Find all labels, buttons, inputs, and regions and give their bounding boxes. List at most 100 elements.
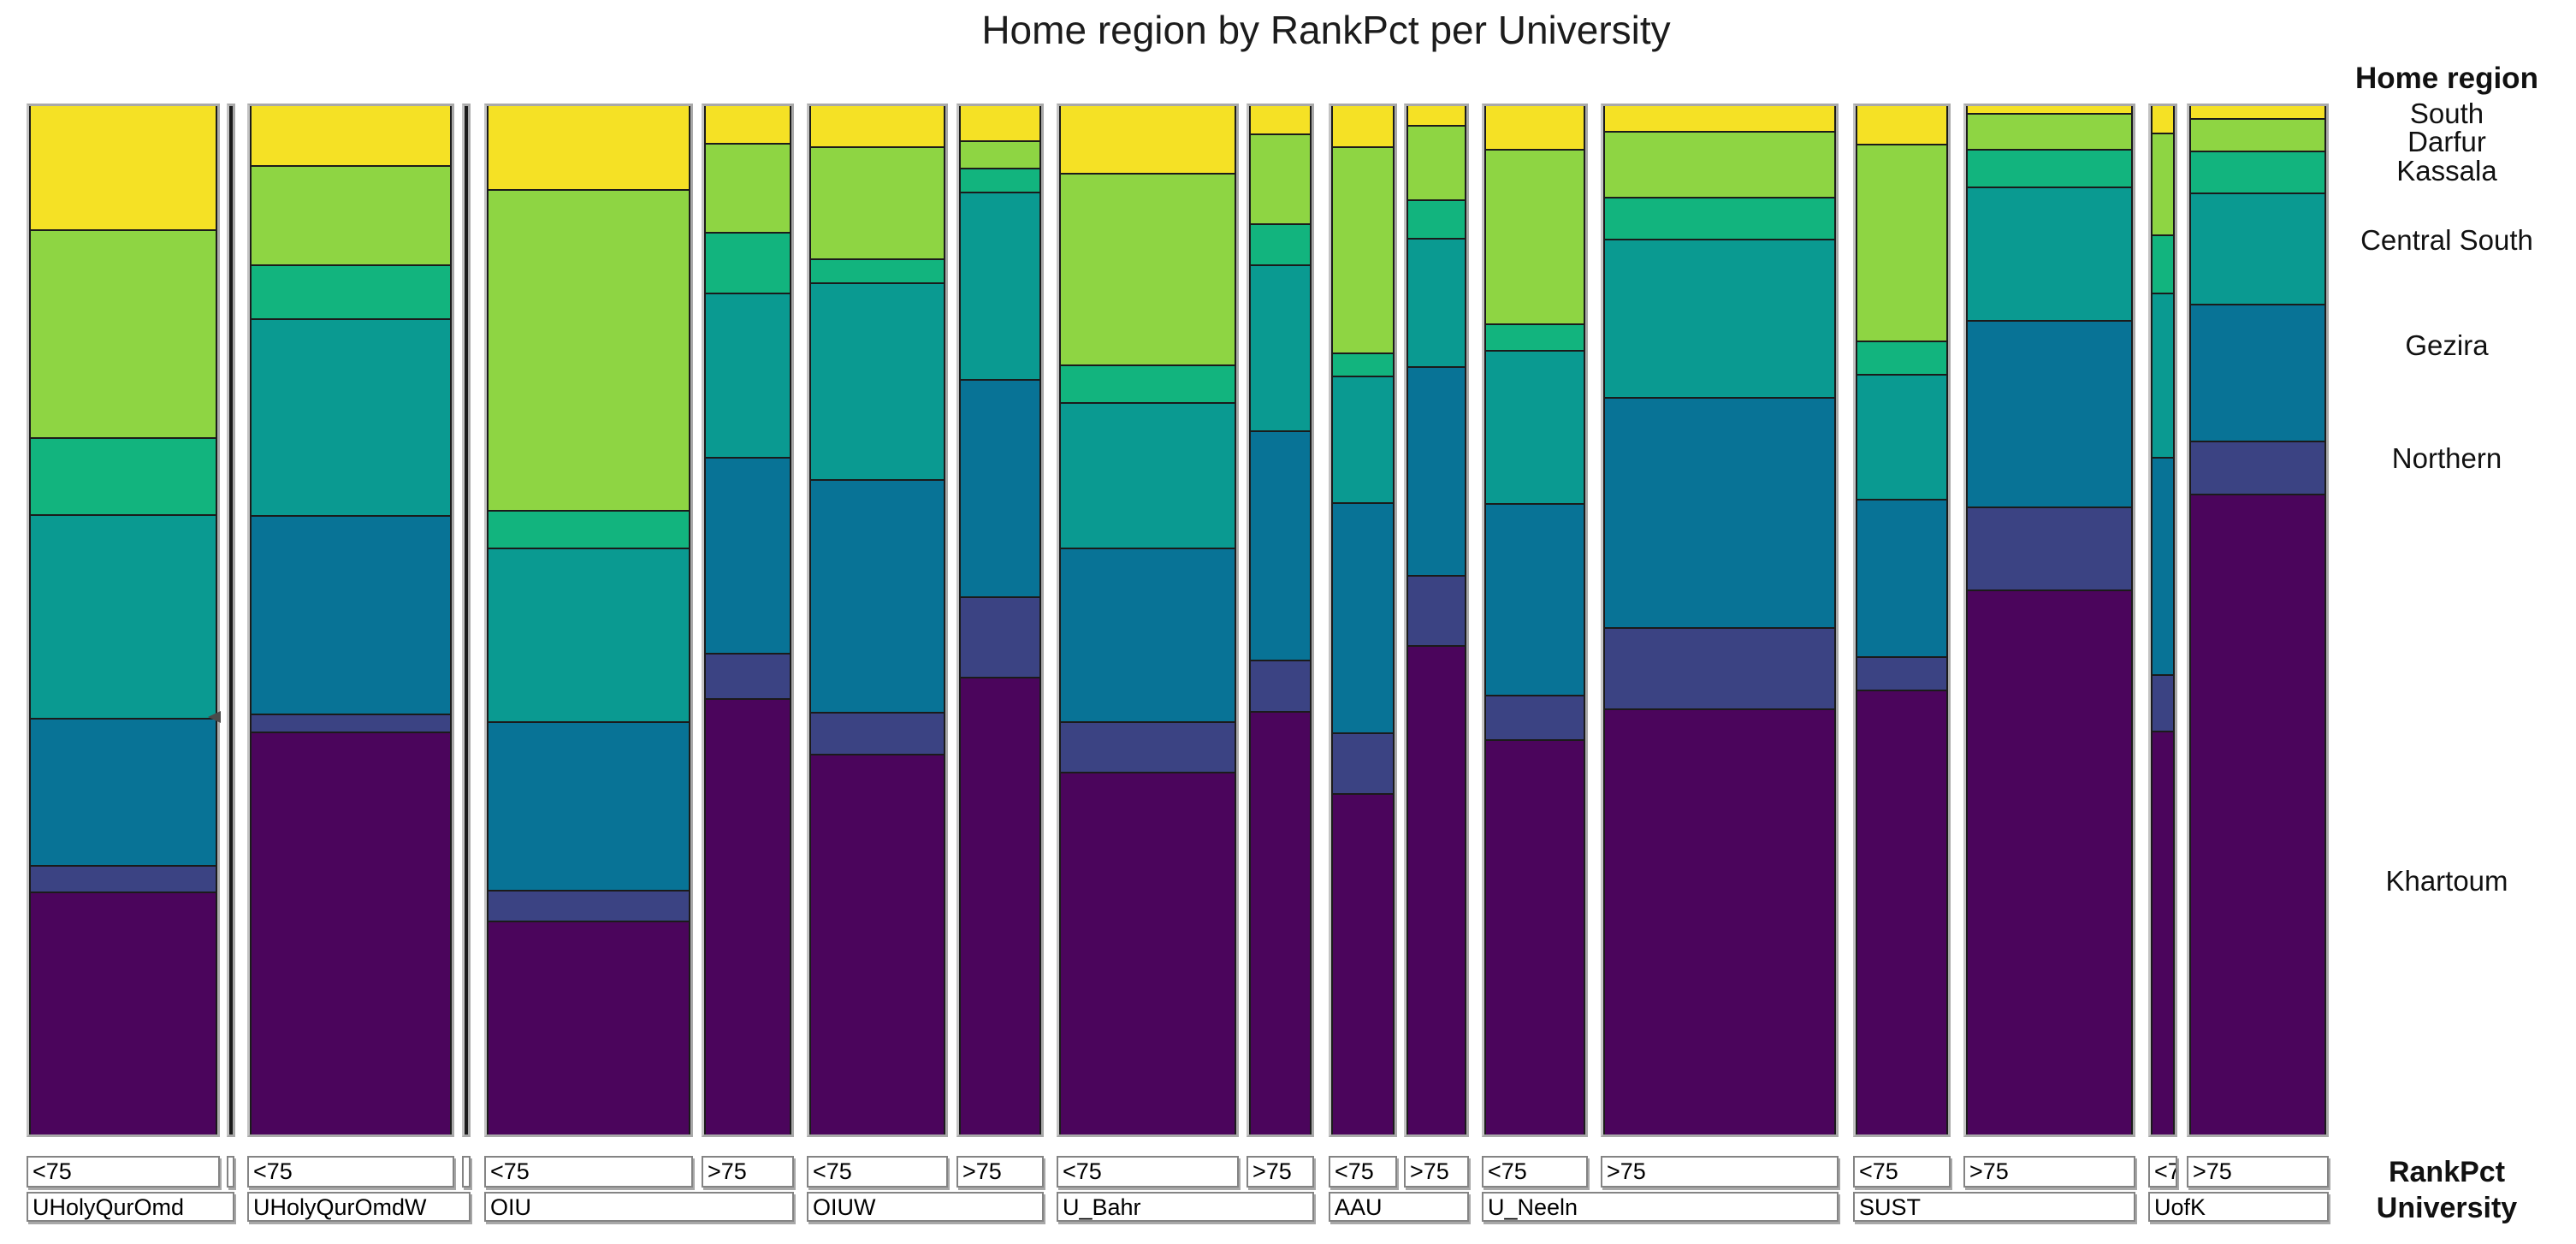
segment-darfur: [2191, 118, 2324, 151]
segment-central-south: [2153, 293, 2173, 457]
rankpct-box: <75: [1853, 1156, 1951, 1188]
segment-kassala: [1408, 199, 1465, 238]
university-axis-label: University: [2376, 1192, 2518, 1224]
rankpct-box: >75: [1601, 1156, 1839, 1188]
rankpct-box: <75: [1482, 1156, 1588, 1188]
segment-gezira: [706, 457, 790, 653]
segment-gezira: [1857, 499, 1946, 656]
segment-central-south: [1408, 238, 1465, 366]
legend-label-south: South: [2409, 98, 2484, 129]
segment-gezira: [1408, 366, 1465, 575]
column-AAU->75: [1404, 104, 1469, 1137]
segment-south: [1251, 106, 1310, 133]
segment-central-south: [1968, 187, 2131, 320]
segment-khartoum: [1061, 772, 1235, 1134]
segment-kassala: [1251, 223, 1310, 264]
legend-label-gezira: Gezira: [2405, 329, 2489, 361]
segment-gezira: [1333, 502, 1393, 732]
segment-south: [252, 106, 450, 165]
segment-gezira: [2191, 304, 2324, 441]
segment-gezira: [811, 479, 944, 712]
segment-northern: [2153, 674, 2173, 731]
segment-south: [961, 106, 1039, 140]
column-UofK->75: [2187, 104, 2329, 1137]
column-U_Bahr-<75: [1057, 104, 1239, 1137]
segment-south: [1486, 106, 1584, 149]
mouse-cursor-icon: [208, 711, 221, 723]
university-box: UofK: [2148, 1192, 2329, 1222]
university-box: U_Neeln: [1482, 1192, 1839, 1222]
segment-kassala: [2153, 234, 2173, 293]
segment-darfur: [961, 140, 1039, 168]
segment-northern: [31, 865, 216, 892]
segment-gezira: [1968, 320, 2131, 506]
segment-south: [2191, 106, 2324, 118]
segment-darfur: [2153, 133, 2173, 234]
segment-kassala: [1333, 352, 1393, 376]
column-UHolyQurOmdW-<75: [247, 104, 454, 1137]
column-OIU-<75: [484, 104, 693, 1137]
university-box: UHolyQurOmdW: [247, 1192, 471, 1222]
segment-khartoum: [1333, 793, 1393, 1134]
segment-khartoum: [1857, 690, 1946, 1134]
rankpct-axis-label: RankPct: [2388, 1156, 2506, 1188]
segment-northern: [1486, 695, 1584, 739]
column-OIU->75: [702, 104, 794, 1137]
column-UHolyQurOmd-sliver: [227, 104, 235, 1137]
university-box: U_Bahr: [1057, 1192, 1314, 1222]
university-box: OIU: [484, 1192, 794, 1222]
segment-khartoum: [1486, 739, 1584, 1134]
segment-northern: [252, 714, 450, 732]
segment-kassala: [961, 168, 1039, 192]
segment-darfur: [1857, 144, 1946, 341]
rankpct-box: [462, 1156, 471, 1188]
segment-gezira: [1061, 548, 1235, 721]
segment-darfur: [1061, 173, 1235, 364]
column-SUST->75: [1963, 104, 2135, 1137]
university-box: OIUW: [807, 1192, 1044, 1222]
segment-central-south: [31, 514, 216, 718]
rankpct-box: >75: [956, 1156, 1044, 1188]
segment-central-south: [1486, 350, 1584, 503]
segment-northern: [961, 596, 1039, 677]
segment-central-south: [2191, 193, 2324, 304]
segment-central-south: [1333, 376, 1393, 502]
rankpct-box: <75: [1057, 1156, 1239, 1188]
segment-northern: [811, 712, 944, 754]
segment-kassala: [706, 232, 790, 293]
segment-kassala: [31, 437, 216, 514]
segment-gezira: [1251, 430, 1310, 660]
segment-darfur: [1605, 131, 1834, 197]
segment-northern: [1333, 732, 1393, 793]
segment-kassala: [1605, 197, 1834, 239]
segment-south: [1968, 106, 2131, 113]
segment-khartoum: [31, 892, 216, 1134]
segment-south: [31, 106, 216, 229]
segment-south: [1061, 106, 1235, 173]
segment-darfur: [489, 189, 689, 510]
segment-central-south: [1061, 402, 1235, 548]
segment-central-south: [1251, 264, 1310, 430]
university-box: SUST: [1853, 1192, 2135, 1222]
segment-gezira: [1486, 503, 1584, 695]
segment-northern: [1857, 656, 1946, 690]
segment-south: [706, 106, 790, 143]
segment-darfur: [1968, 113, 2131, 149]
chart-title: Home region by RankPct per University: [981, 8, 1671, 52]
segment-darfur: [811, 146, 944, 258]
rankpct-box: >75: [1963, 1156, 2135, 1188]
column-UofK-<75: [2148, 104, 2177, 1137]
rankpct-box: [227, 1156, 234, 1188]
segment-khartoum: [1968, 589, 2131, 1134]
rankpct-box: <75: [484, 1156, 693, 1188]
legend-label-northern: Northern: [2391, 442, 2502, 474]
segment-central-south: [811, 282, 944, 479]
rankpct-box: <75: [807, 1156, 948, 1188]
segment-kassala: [1486, 323, 1584, 350]
segment-darfur: [1486, 149, 1584, 323]
column-SUST-<75: [1853, 104, 1951, 1137]
rankpct-box: <75: [27, 1156, 220, 1188]
segment-northern: [1061, 721, 1235, 772]
segment-central-south: [489, 548, 689, 721]
segment-south: [1408, 106, 1465, 125]
